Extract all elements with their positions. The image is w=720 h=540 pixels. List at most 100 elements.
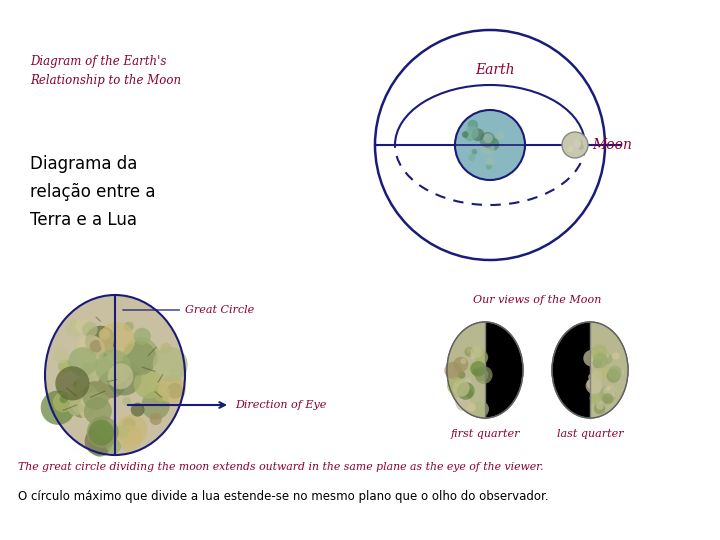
Circle shape bbox=[99, 322, 135, 357]
Ellipse shape bbox=[552, 322, 628, 418]
Circle shape bbox=[58, 359, 72, 373]
Text: first quarter: first quarter bbox=[450, 429, 520, 439]
Circle shape bbox=[84, 427, 113, 456]
Circle shape bbox=[483, 133, 493, 143]
Circle shape bbox=[81, 381, 109, 408]
Circle shape bbox=[606, 387, 611, 391]
Circle shape bbox=[134, 328, 151, 345]
Circle shape bbox=[122, 341, 157, 375]
Circle shape bbox=[82, 383, 109, 410]
Circle shape bbox=[76, 390, 92, 407]
Circle shape bbox=[486, 164, 492, 170]
Circle shape bbox=[90, 340, 102, 353]
Circle shape bbox=[447, 377, 464, 395]
Circle shape bbox=[117, 414, 148, 445]
Ellipse shape bbox=[45, 295, 185, 455]
Circle shape bbox=[587, 377, 600, 391]
Text: The great circle dividing the moon extends outward in the same plane as the eye : The great circle dividing the moon exten… bbox=[18, 462, 544, 472]
Circle shape bbox=[122, 397, 131, 406]
Text: Direction of Eye: Direction of Eye bbox=[235, 400, 326, 410]
Circle shape bbox=[79, 392, 112, 425]
Circle shape bbox=[89, 436, 110, 457]
Circle shape bbox=[562, 132, 588, 158]
Circle shape bbox=[83, 354, 113, 383]
Circle shape bbox=[107, 439, 121, 454]
Circle shape bbox=[89, 420, 114, 445]
Circle shape bbox=[148, 376, 176, 404]
Circle shape bbox=[82, 322, 98, 338]
Circle shape bbox=[150, 347, 161, 358]
Circle shape bbox=[150, 413, 162, 425]
Circle shape bbox=[163, 375, 181, 394]
Circle shape bbox=[467, 347, 472, 353]
Circle shape bbox=[85, 326, 116, 357]
Circle shape bbox=[454, 357, 468, 372]
Text: O círculo máximo que divide a lua estende-se no mesmo plano que o olho do observ: O círculo máximo que divide a lua estend… bbox=[18, 490, 549, 503]
Circle shape bbox=[475, 368, 488, 381]
Polygon shape bbox=[590, 322, 628, 418]
Circle shape bbox=[575, 141, 581, 148]
Circle shape bbox=[474, 366, 492, 384]
Circle shape bbox=[474, 350, 488, 364]
Circle shape bbox=[95, 349, 131, 386]
Circle shape bbox=[481, 141, 495, 155]
Circle shape bbox=[486, 138, 500, 151]
Circle shape bbox=[55, 366, 89, 401]
Circle shape bbox=[131, 403, 145, 416]
Circle shape bbox=[593, 353, 608, 368]
Circle shape bbox=[462, 131, 469, 138]
Circle shape bbox=[161, 343, 171, 354]
Circle shape bbox=[167, 383, 183, 399]
Circle shape bbox=[134, 369, 163, 399]
Circle shape bbox=[467, 120, 478, 130]
Circle shape bbox=[585, 377, 602, 394]
Circle shape bbox=[602, 354, 612, 364]
Circle shape bbox=[500, 135, 504, 139]
Circle shape bbox=[590, 370, 603, 383]
Text: Earth: Earth bbox=[475, 63, 515, 77]
Circle shape bbox=[595, 334, 599, 338]
Circle shape bbox=[477, 348, 483, 354]
Circle shape bbox=[456, 382, 474, 400]
Circle shape bbox=[76, 375, 95, 393]
Circle shape bbox=[114, 356, 123, 365]
Circle shape bbox=[567, 145, 574, 152]
Circle shape bbox=[598, 367, 611, 380]
Circle shape bbox=[594, 403, 606, 414]
Circle shape bbox=[461, 359, 467, 364]
Circle shape bbox=[75, 319, 89, 333]
Circle shape bbox=[465, 379, 472, 384]
Circle shape bbox=[68, 383, 99, 414]
Circle shape bbox=[141, 392, 170, 420]
Circle shape bbox=[451, 385, 462, 397]
Circle shape bbox=[68, 400, 84, 416]
Circle shape bbox=[469, 363, 480, 373]
Circle shape bbox=[107, 363, 133, 389]
Ellipse shape bbox=[447, 322, 523, 418]
Text: Diagrama da
relação entre a
Terra e a Lua: Diagrama da relação entre a Terra e a Lu… bbox=[30, 155, 156, 228]
Circle shape bbox=[68, 347, 97, 376]
Circle shape bbox=[60, 395, 68, 403]
Circle shape bbox=[66, 320, 82, 336]
Circle shape bbox=[467, 403, 476, 411]
Circle shape bbox=[116, 424, 129, 438]
Circle shape bbox=[583, 350, 600, 367]
Circle shape bbox=[73, 381, 82, 389]
Circle shape bbox=[464, 347, 474, 357]
Circle shape bbox=[124, 338, 158, 373]
Circle shape bbox=[122, 417, 135, 430]
Circle shape bbox=[125, 370, 134, 380]
Circle shape bbox=[53, 348, 68, 363]
Circle shape bbox=[480, 132, 495, 148]
Circle shape bbox=[456, 395, 471, 411]
Circle shape bbox=[593, 359, 603, 368]
Circle shape bbox=[85, 382, 111, 407]
Circle shape bbox=[87, 416, 119, 448]
Circle shape bbox=[588, 374, 595, 381]
Circle shape bbox=[470, 361, 486, 376]
Circle shape bbox=[603, 385, 616, 397]
Circle shape bbox=[608, 366, 622, 380]
Circle shape bbox=[458, 371, 465, 379]
Circle shape bbox=[472, 129, 485, 141]
Ellipse shape bbox=[45, 295, 185, 455]
